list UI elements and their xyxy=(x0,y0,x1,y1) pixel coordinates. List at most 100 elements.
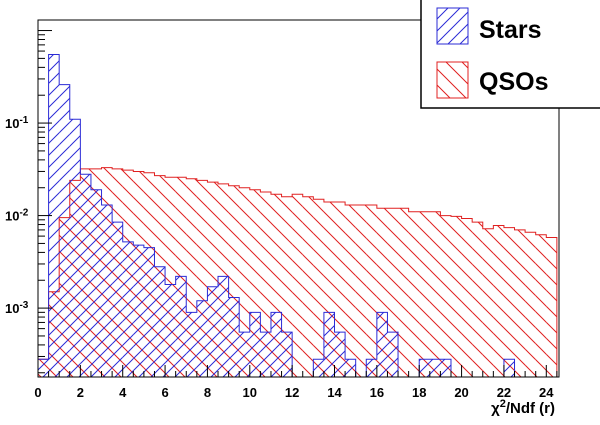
bar-qsos-38 xyxy=(440,215,451,377)
bar-stars-37 xyxy=(429,359,441,377)
x-tick-label: 18 xyxy=(412,385,426,400)
x-axis-label-symbol: χ xyxy=(491,400,500,417)
outline-qsos xyxy=(38,167,558,377)
bar-stars-44 xyxy=(503,359,515,377)
bar-qsos-21 xyxy=(260,191,271,377)
bar-stars-28 xyxy=(334,332,346,377)
bar-stars-19 xyxy=(239,332,250,377)
bar-stars-0 xyxy=(38,359,49,377)
bar-stars-29 xyxy=(345,359,356,377)
bar-qsos-45 xyxy=(514,229,526,377)
bar-qsos-12 xyxy=(165,177,176,377)
bar-qsos-18 xyxy=(228,185,240,377)
bar-qsos-28 xyxy=(334,202,346,377)
bar-qsos-40 xyxy=(461,218,473,377)
bar-stars-15 xyxy=(196,300,208,377)
bar-qsos-43 xyxy=(493,225,504,377)
bar-stars-12 xyxy=(165,284,176,377)
bar-qsos-47 xyxy=(535,234,547,377)
bar-qsos-34 xyxy=(398,208,409,377)
bar-qsos-42 xyxy=(482,228,494,377)
x-axis: 0 2 4 6 8 10 12 14 16 18 20 22 24 xyxy=(34,365,558,400)
bar-qsos-26 xyxy=(313,199,324,377)
bar-stars-31 xyxy=(366,359,377,377)
series-layer xyxy=(38,54,558,377)
bar-stars-16 xyxy=(207,286,219,377)
bar-qsos-29 xyxy=(345,205,356,377)
bar-qsos-48 xyxy=(546,237,557,377)
legend-swatch-qsos xyxy=(436,61,469,99)
bar-stars-10 xyxy=(143,247,155,377)
legend-label-qsos: QSOs xyxy=(479,68,548,96)
bar-qsos-19 xyxy=(239,187,250,377)
y-tick-label-base: 10 xyxy=(5,209,19,224)
outline-stars xyxy=(38,54,557,377)
bar-qsos-32 xyxy=(376,208,388,377)
plot-frame xyxy=(37,19,560,378)
x-tick-label: 12 xyxy=(285,385,299,400)
bar-qsos-20 xyxy=(249,189,261,377)
bar-qsos-37 xyxy=(429,211,441,377)
y-tick-label-exponent: -3 xyxy=(19,300,28,311)
bar-qsos-14 xyxy=(186,178,197,377)
bar-stars-14 xyxy=(186,312,197,377)
bar-stars-36 xyxy=(419,359,430,377)
x-tick-label: 8 xyxy=(204,385,211,400)
series-stars xyxy=(38,54,557,377)
legend-label-stars: Stars xyxy=(479,16,542,44)
bar-qsos-33 xyxy=(387,208,399,377)
x-tick-label: 2 xyxy=(77,385,84,400)
bar-qsos-16 xyxy=(207,182,219,377)
x-tick-label: 4 xyxy=(119,385,127,400)
legend-swatch-stars xyxy=(436,7,469,45)
y-tick-label-exponent: -1 xyxy=(19,115,28,126)
bar-stars-20 xyxy=(249,312,261,377)
bar-qsos-23 xyxy=(281,196,293,377)
y-tick-label: 10-3 xyxy=(5,300,29,316)
x-tick-label: 14 xyxy=(327,385,342,400)
bar-stars-7 xyxy=(112,222,123,377)
bar-qsos-31 xyxy=(366,205,377,377)
bar-stars-3 xyxy=(69,119,81,377)
x-tick-label: 24 xyxy=(539,385,554,400)
x-tick-label: 6 xyxy=(161,385,168,400)
x-axis-label: χ2/Ndf (r) xyxy=(491,398,555,417)
bar-stars-33 xyxy=(387,332,399,377)
bar-stars-4 xyxy=(80,174,91,377)
bar-stars-11 xyxy=(154,266,166,377)
x-axis-label-power: 2 xyxy=(500,398,506,410)
y-tick-label: 10-2 xyxy=(5,208,29,224)
bar-qsos-35 xyxy=(408,211,420,377)
bar-stars-6 xyxy=(101,205,113,377)
x-tick-label: 22 xyxy=(497,385,511,400)
bar-qsos-22 xyxy=(270,194,282,377)
bar-qsos-44 xyxy=(503,227,515,377)
bar-qsos-15 xyxy=(196,180,208,377)
y-tick-label-base: 10 xyxy=(5,301,19,316)
bar-qsos-39 xyxy=(450,216,462,377)
bar-stars-27 xyxy=(323,312,335,377)
bar-stars-5 xyxy=(90,189,102,377)
bar-stars-1 xyxy=(48,54,60,377)
x-tick-label: 0 xyxy=(34,385,41,400)
bar-stars-38 xyxy=(440,359,451,377)
bar-qsos-36 xyxy=(419,211,430,377)
bar-qsos-24 xyxy=(292,194,303,377)
x-tick-label: 16 xyxy=(370,385,384,400)
bar-stars-22 xyxy=(270,312,282,377)
bar-stars-32 xyxy=(376,312,388,377)
bar-stars-9 xyxy=(133,245,144,377)
bar-stars-8 xyxy=(122,241,134,377)
bar-qsos-27 xyxy=(323,202,335,377)
y-tick-label: 10-1 xyxy=(5,115,29,131)
y-tick-label-exponent: -2 xyxy=(19,208,28,219)
y-tick-label-base: 10 xyxy=(5,116,19,131)
bar-qsos-46 xyxy=(525,232,536,377)
bar-stars-23 xyxy=(281,332,293,377)
bar-qsos-30 xyxy=(355,205,367,377)
legend: Stars QSOs xyxy=(420,0,600,109)
y-axis: 10-310-210-1 xyxy=(5,30,52,374)
x-axis-label-rest: /Ndf (r) xyxy=(506,400,555,417)
bar-qsos-25 xyxy=(302,196,314,377)
x-tick-label: 20 xyxy=(454,385,468,400)
